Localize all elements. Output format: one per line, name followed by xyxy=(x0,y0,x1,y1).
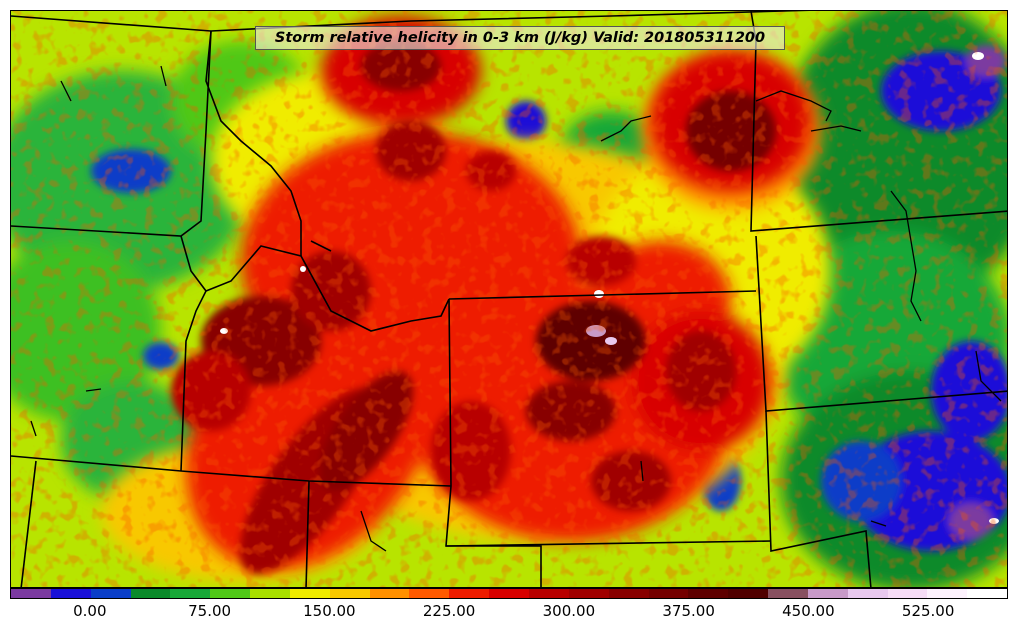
colorbar-segment xyxy=(887,589,928,598)
colorbar-segment xyxy=(289,589,330,598)
colorbar-tick-label: 450.00 xyxy=(782,602,835,620)
colorbar-tick-label: 150.00 xyxy=(303,602,356,620)
colorbar-segment xyxy=(449,589,490,598)
colorbar-ticks: 0.00 75.00 150.00 225.00 300.00 375.00 450.00 5… xyxy=(10,599,1008,629)
colorbar-segment xyxy=(688,589,729,598)
colorbar-segment xyxy=(489,589,529,598)
colorbar-segment xyxy=(130,589,171,598)
colorbar-segment xyxy=(608,589,649,598)
colorbar-tick-label: 375.00 xyxy=(662,602,715,620)
colorbar-segment xyxy=(50,589,91,598)
colorbar-segment xyxy=(528,589,569,598)
map-title: Storm relative helicity in 0-3 km (J/kg)… xyxy=(255,26,785,50)
colorbar-segment xyxy=(11,589,51,598)
colorbar-segment xyxy=(967,589,1008,598)
colorbar-segment xyxy=(369,589,410,598)
colorbar-segment xyxy=(250,589,290,598)
colorbar-tick-label: 225.00 xyxy=(422,602,476,620)
colorbar-segment xyxy=(409,589,450,598)
colorbar-segment xyxy=(847,589,888,598)
colorbar-segment xyxy=(807,589,848,598)
colorbar-segment xyxy=(90,589,131,598)
colorbar-segment xyxy=(768,589,808,598)
colorbar-tick-label: 525.00 xyxy=(901,602,955,620)
state-boundaries xyxy=(11,11,1007,587)
colorbar-segment xyxy=(568,589,609,598)
colorbar-segment xyxy=(329,589,370,598)
colorbar-segment xyxy=(648,589,689,598)
colorbar xyxy=(10,588,1008,599)
colorbar-tick-label: 0.00 xyxy=(73,602,107,620)
colorbar-segment xyxy=(728,589,769,598)
helicity-map: Storm relative helicity in 0-3 km (J/kg)… xyxy=(10,10,1008,588)
helicity-field xyxy=(11,11,1007,587)
colorbar-segment xyxy=(210,589,251,598)
colorbar-tick-label: 75.00 xyxy=(188,602,232,620)
lakes-and-rivers xyxy=(30,65,1002,552)
colorbar-tick-label: 300.00 xyxy=(542,602,596,620)
colorbar-segment xyxy=(170,589,211,598)
colorbar-segment xyxy=(927,589,968,598)
